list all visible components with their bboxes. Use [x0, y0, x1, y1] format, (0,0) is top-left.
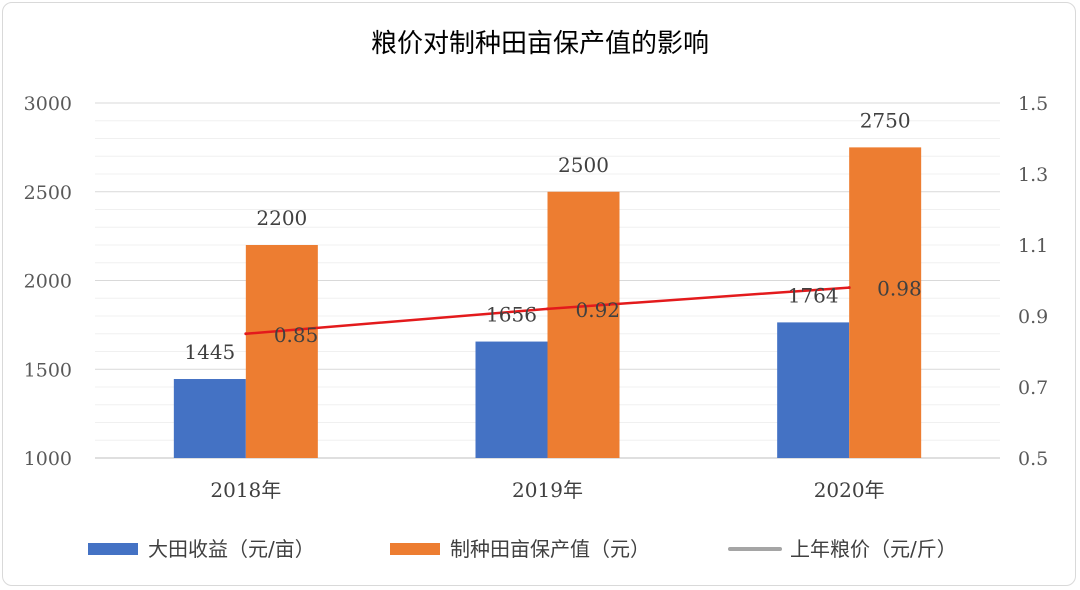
y-left-tick-label: 1000: [24, 448, 72, 470]
x-category-label: 2020年: [814, 478, 885, 502]
y-left-tick-label: 2500: [24, 182, 72, 204]
field-income-data-label: 1656: [486, 303, 537, 327]
x-category-label: 2019年: [512, 478, 583, 502]
x-categories: 2018年 2019年 2020年: [210, 478, 884, 502]
y-right-tick-label: 1.3: [1018, 164, 1048, 186]
bar-field-income: [173, 379, 246, 458]
field-income-data-label: 1764: [788, 283, 839, 307]
y-left-tick-label: 3000: [24, 93, 72, 115]
y-right-ticks: 0.5 0.7 0.9 1.1 1.3 1.5: [1018, 93, 1048, 470]
legend-label: 大田收益（元/亩）: [148, 537, 315, 561]
chart-title: 粮价对制种田亩保产值的影响: [371, 29, 709, 59]
y-right-tick-label: 1.5: [1018, 93, 1048, 115]
bars: [173, 147, 922, 458]
price-line-point: [847, 286, 851, 290]
legend-label: 制种田亩保产值（元）: [450, 537, 650, 561]
seed-value-data-label: 2750: [860, 108, 911, 132]
y-right-tick-label: 0.9: [1018, 306, 1048, 328]
y-left-ticks: 1000 1500 2000 2500 3000: [24, 93, 72, 470]
y-left-tick-label: 2000: [24, 271, 72, 293]
bar-field-income: [475, 341, 548, 458]
legend-swatch: [390, 543, 440, 555]
price-line: [244, 286, 851, 336]
legend: 大田收益（元/亩） 制种田亩保产值（元） 上年粮价（元/斤）: [88, 537, 957, 561]
bar-field-income: [777, 322, 850, 458]
y-left-tick-label: 1500: [24, 359, 72, 381]
legend-swatch: [88, 543, 138, 555]
bar-seed-value: [245, 245, 318, 458]
field-income-data-label: 1445: [184, 340, 235, 364]
x-category-label: 2018年: [210, 478, 281, 502]
price-line-point: [546, 307, 549, 311]
price-data-label: 0.98: [877, 277, 922, 301]
legend-label: 上年粮价（元/斤）: [790, 537, 957, 561]
y-right-tick-label: 0.7: [1018, 377, 1048, 399]
bar-seed-value: [849, 147, 922, 458]
seed-value-data-label: 2500: [558, 153, 609, 177]
price-data-label: 0.92: [576, 298, 621, 322]
price-line-point: [244, 332, 248, 336]
bar-seed-value: [547, 191, 620, 458]
y-right-tick-label: 0.5: [1018, 448, 1048, 470]
price-data-label: 0.85: [274, 323, 319, 347]
y-right-tick-label: 1.1: [1018, 235, 1048, 257]
data-labels: 1445 1656 1764 2200 2500 2750 0.85 0.92 0.98: [184, 108, 921, 364]
seed-value-data-label: 2200: [256, 206, 307, 230]
